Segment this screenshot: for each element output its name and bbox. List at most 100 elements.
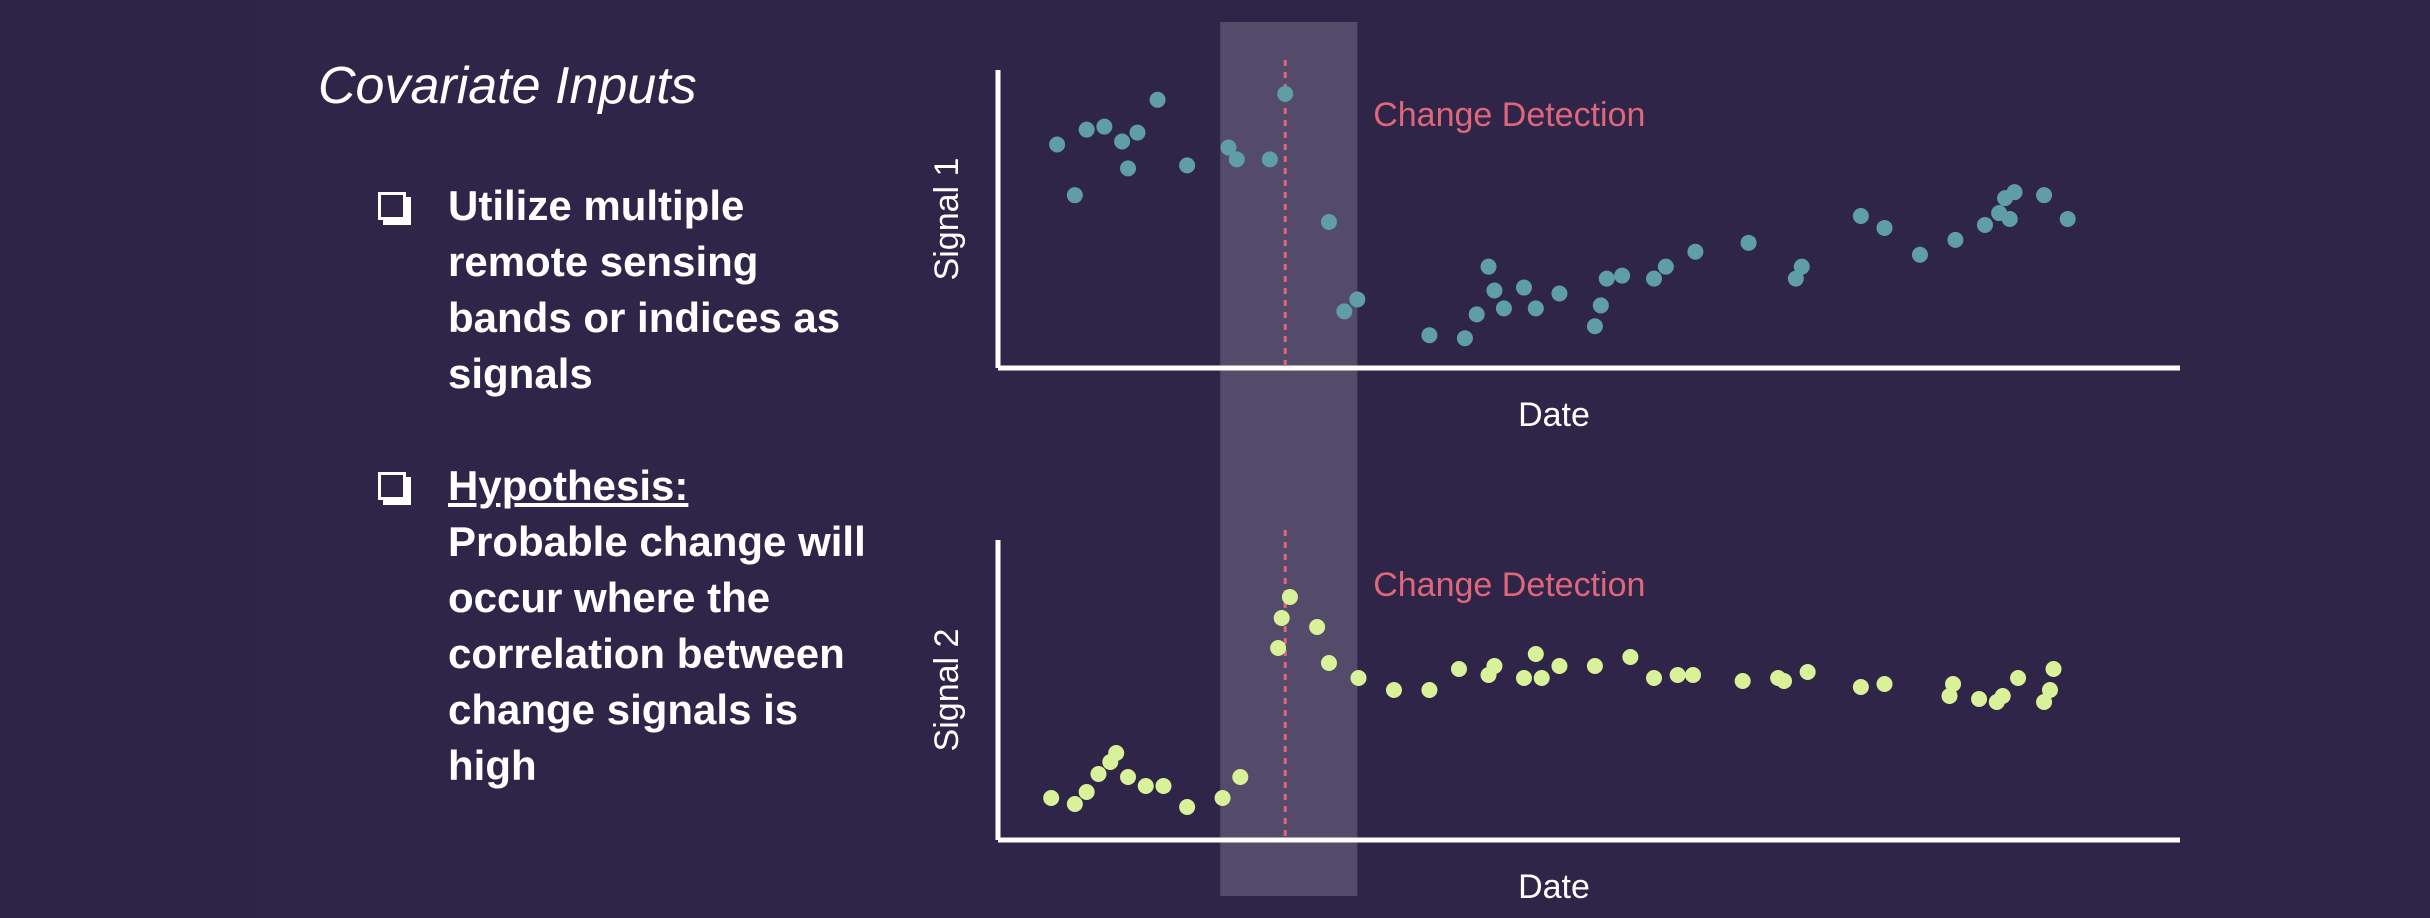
signal-2-point (1515, 670, 1532, 686)
signal-2-point (1941, 688, 1958, 704)
signal-1-point (1096, 118, 1113, 135)
signal-2-point (1090, 766, 1107, 782)
signal-1-point (1598, 270, 1615, 287)
signal-1-point (2001, 211, 2018, 227)
signal-1-point (1787, 270, 1804, 287)
signal-1-point (1421, 327, 1438, 344)
signal-2-point (1155, 778, 1172, 794)
bullet-text: Hypothesis: Probable change will occur w… (448, 458, 878, 794)
signal-2-point (1232, 769, 1249, 785)
signal-2-point (1852, 679, 1869, 695)
signal-2-point (1309, 619, 1326, 635)
signal-2-point (1078, 784, 1095, 800)
signal-1-point (1976, 216, 1993, 233)
signal-1-point (1527, 300, 1544, 317)
x-axis-label-2: Date (1518, 868, 1590, 906)
signal-2-point (1646, 670, 1663, 686)
signal-2-point (1945, 676, 1962, 692)
signal-2-point (1533, 670, 1550, 686)
checkbox-bullet-icon (378, 472, 406, 500)
signal-1-point (1114, 133, 1131, 150)
signal-2-point (1734, 673, 1751, 689)
signal-2-point (1108, 745, 1125, 761)
signal-1-point (1911, 246, 1928, 263)
signal-2-point (1281, 589, 1298, 605)
signal-2-point (2041, 682, 2058, 698)
signal-2-point (1179, 799, 1196, 815)
signal-2-point (1273, 610, 1290, 626)
hypothesis-text: Probable change will occur where the cor… (448, 518, 866, 789)
signal-1-point (1551, 285, 1568, 302)
signal-2-point (1622, 649, 1639, 665)
bullet-text: Utilize multiple remote sensing bands or… (448, 182, 841, 397)
signal-1-point (1078, 121, 1095, 138)
signal-2-point (1551, 658, 1568, 674)
signal-2-point (1527, 646, 1544, 662)
change-detection-label-1: Change Detection (1373, 96, 1645, 134)
bullet-item-signals: Utilize multiple remote sensing bands or… (378, 178, 878, 402)
signal-1-point (1740, 234, 1757, 251)
signal-1-point (2059, 211, 2076, 227)
signal-1-point (1149, 91, 1166, 108)
signal-1-point (1486, 282, 1503, 299)
signal-2-point (1685, 667, 1702, 683)
signal-1-point (1876, 219, 1893, 236)
signal-2-point (1043, 790, 1060, 806)
signal-1-point (1120, 160, 1137, 177)
slide-title: Covariate Inputs (318, 57, 697, 115)
signal-2-point (1066, 796, 1083, 812)
x-axis-label-1: Date (1518, 396, 1590, 434)
signal-1-point (1277, 85, 1294, 102)
signal-1-point (1066, 187, 1083, 204)
signal-1-point (2006, 184, 2023, 201)
signal-1-point (1228, 151, 1245, 168)
signal-2-point (1776, 673, 1793, 689)
signal-2-point (2010, 670, 2027, 686)
hypothesis-heading: Hypothesis: (448, 462, 689, 509)
signal-2-point (1421, 682, 1438, 698)
signal-1-point (1049, 136, 1066, 153)
signal-2-point (1385, 682, 1402, 698)
signal-1-point (1657, 258, 1674, 275)
signal-2-point (1486, 658, 1503, 674)
signal-1-point (1614, 267, 1631, 284)
signal-1-point (1646, 270, 1663, 287)
bullet-item-hypothesis: Hypothesis: Probable change will occur w… (378, 458, 878, 794)
signal-1-point (1220, 139, 1237, 156)
change-window-highlight (1220, 22, 1358, 896)
signal-1-point (1320, 213, 1337, 230)
signal-1-point (1261, 151, 1278, 168)
signal-2-point (1669, 667, 1686, 683)
signal-1-point (1592, 297, 1609, 314)
signal-1-point (1793, 258, 1810, 275)
signal-1-point (2036, 187, 2053, 204)
checkbox-bullet-icon (378, 192, 406, 220)
signal-2-point (1876, 676, 1893, 692)
signal-1-point (1349, 291, 1366, 308)
signal-1-point (1495, 300, 1512, 317)
signal-1-point (1852, 208, 1869, 225)
signal-1-point (1456, 330, 1473, 347)
signal-2-point (1137, 778, 1154, 794)
signal-1-point (1687, 243, 1704, 260)
y-axis-label-1: Signal 1 (928, 158, 966, 281)
signal-2-point (2045, 661, 2062, 677)
signal-1-point (1179, 157, 1196, 174)
signal-1-point (1129, 124, 1146, 141)
signal-1-point (1947, 231, 1964, 248)
signal-1-point (1468, 306, 1485, 323)
signal-2-point (1120, 769, 1137, 785)
signal-2-point (1586, 658, 1603, 674)
signal-1-point (1515, 279, 1532, 296)
signal-2-point (1450, 661, 1467, 677)
signal-1-point (1480, 258, 1497, 275)
change-detection-label-2: Change Detection (1373, 566, 1645, 604)
signal-2-point (2036, 694, 2053, 710)
signal-2-point (1270, 640, 1287, 656)
y-axis-label-2: Signal 2 (928, 629, 966, 752)
signal-2-point (1350, 670, 1367, 686)
signal-2-point (1994, 688, 2011, 704)
signal-2-point (1214, 790, 1231, 806)
signal-1-point (1336, 303, 1353, 320)
